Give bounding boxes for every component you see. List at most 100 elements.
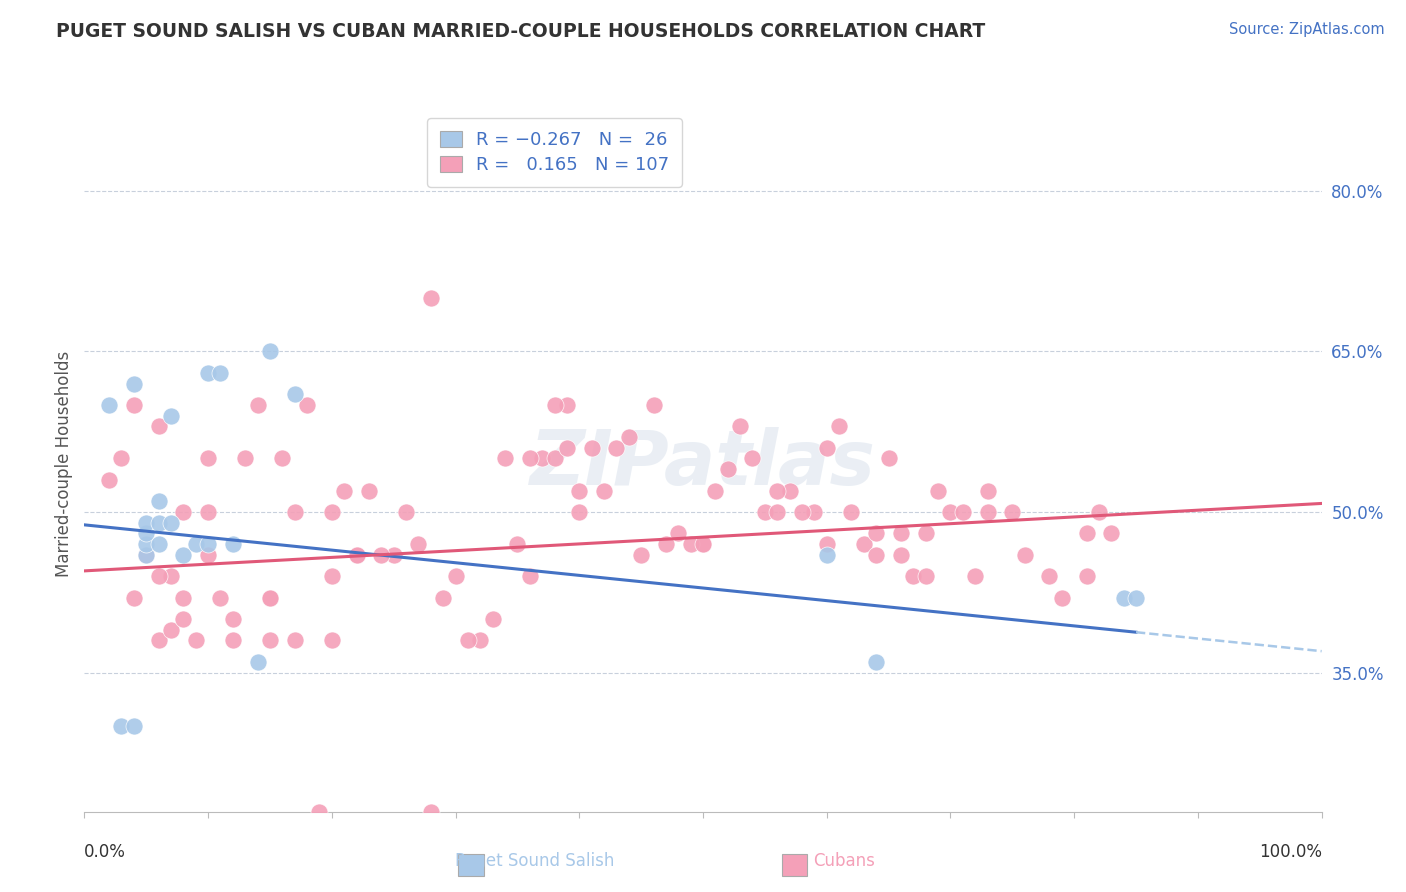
Point bbox=[666, 526, 689, 541]
Point bbox=[284, 387, 307, 401]
Point bbox=[346, 548, 368, 562]
Legend: R = −0.267   N =  26, R =   0.165   N = 107: R = −0.267 N = 26, R = 0.165 N = 107 bbox=[427, 118, 682, 187]
Point bbox=[135, 548, 157, 562]
Point bbox=[222, 612, 245, 626]
Y-axis label: Married-couple Households: Married-couple Households bbox=[55, 351, 73, 577]
Point bbox=[815, 537, 838, 551]
Point bbox=[148, 494, 170, 508]
Point bbox=[470, 633, 492, 648]
Point bbox=[555, 398, 578, 412]
Point bbox=[543, 398, 565, 412]
Point bbox=[865, 655, 887, 669]
Point bbox=[259, 591, 281, 605]
Point bbox=[148, 537, 170, 551]
Point bbox=[197, 548, 219, 562]
Point bbox=[110, 451, 132, 466]
Point bbox=[122, 398, 145, 412]
Point bbox=[568, 483, 591, 498]
Text: ZIPatlas: ZIPatlas bbox=[530, 427, 876, 500]
Point bbox=[877, 451, 900, 466]
Point bbox=[481, 612, 503, 626]
Point bbox=[184, 537, 207, 551]
Point bbox=[1088, 505, 1111, 519]
Point bbox=[122, 376, 145, 391]
Point bbox=[321, 569, 343, 583]
Point bbox=[172, 591, 194, 605]
Point bbox=[222, 537, 245, 551]
Point bbox=[135, 526, 157, 541]
Point bbox=[927, 483, 949, 498]
Point bbox=[1050, 591, 1073, 605]
Point bbox=[605, 441, 627, 455]
Point bbox=[581, 441, 603, 455]
Point bbox=[692, 537, 714, 551]
Point bbox=[246, 655, 269, 669]
Point bbox=[976, 483, 998, 498]
Point bbox=[754, 505, 776, 519]
Point bbox=[865, 526, 887, 541]
Point bbox=[271, 451, 294, 466]
Point bbox=[184, 633, 207, 648]
Point bbox=[914, 526, 936, 541]
Point bbox=[939, 505, 962, 519]
Point bbox=[1001, 505, 1024, 519]
Point bbox=[952, 505, 974, 519]
Point bbox=[432, 591, 454, 605]
Point bbox=[643, 398, 665, 412]
Point bbox=[728, 419, 751, 434]
Point bbox=[803, 505, 825, 519]
Point bbox=[1014, 548, 1036, 562]
Point bbox=[766, 483, 789, 498]
Point bbox=[741, 451, 763, 466]
Point bbox=[148, 569, 170, 583]
Point bbox=[903, 569, 925, 583]
Point bbox=[284, 505, 307, 519]
Point bbox=[295, 398, 318, 412]
Point bbox=[852, 537, 875, 551]
Point bbox=[122, 591, 145, 605]
Point bbox=[172, 548, 194, 562]
Point bbox=[555, 441, 578, 455]
Point bbox=[790, 505, 813, 519]
Point bbox=[382, 548, 405, 562]
Point bbox=[135, 516, 157, 530]
Point bbox=[160, 569, 183, 583]
Point bbox=[259, 344, 281, 359]
Point bbox=[197, 366, 219, 380]
Text: Puget Sound Salish: Puget Sound Salish bbox=[454, 852, 614, 870]
Point bbox=[110, 719, 132, 733]
Point bbox=[419, 805, 441, 819]
Point bbox=[519, 569, 541, 583]
Point bbox=[531, 451, 554, 466]
Point bbox=[321, 505, 343, 519]
Point bbox=[815, 548, 838, 562]
Point bbox=[233, 451, 256, 466]
Point bbox=[543, 451, 565, 466]
Point bbox=[209, 591, 232, 605]
Point bbox=[148, 419, 170, 434]
Point bbox=[1038, 569, 1060, 583]
Point bbox=[135, 548, 157, 562]
Point bbox=[357, 483, 380, 498]
Point bbox=[197, 451, 219, 466]
Point bbox=[209, 366, 232, 380]
Point bbox=[568, 505, 591, 519]
Point bbox=[321, 633, 343, 648]
Point bbox=[160, 409, 183, 423]
Point bbox=[617, 430, 640, 444]
Point bbox=[965, 569, 987, 583]
Point bbox=[1099, 526, 1122, 541]
Point bbox=[890, 548, 912, 562]
Point bbox=[246, 398, 269, 412]
Point bbox=[890, 526, 912, 541]
Point bbox=[197, 537, 219, 551]
Point bbox=[828, 419, 851, 434]
Point bbox=[333, 483, 356, 498]
Point bbox=[1076, 569, 1098, 583]
Point bbox=[506, 537, 529, 551]
Point bbox=[519, 451, 541, 466]
Point bbox=[419, 291, 441, 305]
Text: Cubans: Cubans bbox=[813, 852, 875, 870]
Point bbox=[630, 548, 652, 562]
Text: Source: ZipAtlas.com: Source: ZipAtlas.com bbox=[1229, 22, 1385, 37]
